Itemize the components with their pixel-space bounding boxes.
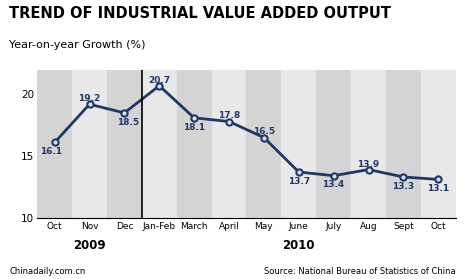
Text: Year-on-year Growth (%): Year-on-year Growth (%) xyxy=(9,40,146,50)
Text: 18.5: 18.5 xyxy=(117,118,139,127)
Bar xyxy=(246,70,281,218)
Text: Chinadaily.com.cn: Chinadaily.com.cn xyxy=(9,267,86,276)
Bar xyxy=(281,70,316,218)
Bar xyxy=(421,70,456,218)
Text: Source: National Bureau of Statistics of China: Source: National Bureau of Statistics of… xyxy=(264,267,456,276)
Bar xyxy=(72,70,107,218)
Text: 20.7: 20.7 xyxy=(148,76,170,85)
Text: 17.8: 17.8 xyxy=(218,111,240,121)
Bar xyxy=(107,70,142,218)
Text: 13.3: 13.3 xyxy=(392,182,414,191)
Bar xyxy=(316,70,351,218)
Text: 19.2: 19.2 xyxy=(79,94,100,103)
Bar xyxy=(212,70,246,218)
Bar xyxy=(351,70,386,218)
Bar xyxy=(37,70,72,218)
Text: 13.9: 13.9 xyxy=(358,160,379,169)
Bar xyxy=(142,70,177,218)
Text: TREND OF INDUSTRIAL VALUE ADDED OUTPUT: TREND OF INDUSTRIAL VALUE ADDED OUTPUT xyxy=(9,6,392,21)
Bar xyxy=(177,70,212,218)
Text: 2010: 2010 xyxy=(283,239,315,252)
Text: 18.1: 18.1 xyxy=(183,122,205,132)
Text: 2009: 2009 xyxy=(73,239,106,252)
Bar xyxy=(386,70,421,218)
Text: 16.1: 16.1 xyxy=(40,147,62,156)
Text: 16.5: 16.5 xyxy=(253,128,275,136)
Text: 13.1: 13.1 xyxy=(427,184,449,193)
Text: 13.7: 13.7 xyxy=(288,177,310,186)
Text: 13.4: 13.4 xyxy=(323,181,345,189)
